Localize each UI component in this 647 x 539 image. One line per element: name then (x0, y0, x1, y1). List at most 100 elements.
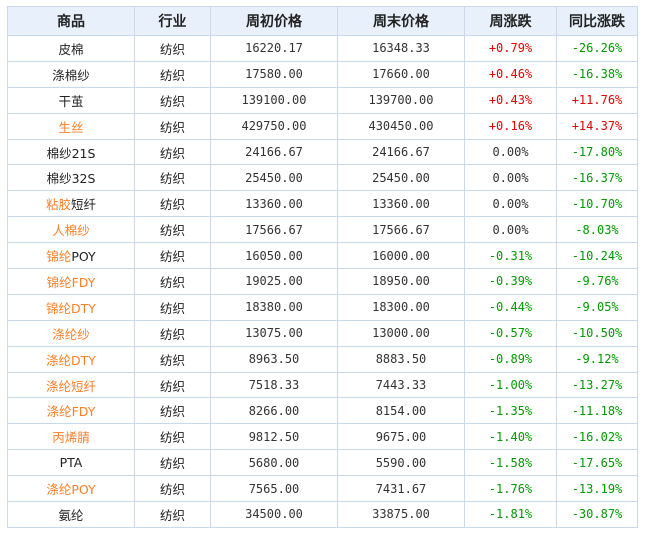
commodity-link[interactable]: 锦纶FDY (46, 274, 96, 290)
start-price-cell: 7565.00 (210, 475, 338, 503)
commodity-name-cell[interactable]: 涤纶POY (7, 475, 135, 503)
end-price-cell: 18300.00 (337, 293, 465, 321)
table-body: 皮棉 纺织 16220.17 16348.33 +0.79% -26.26% 涤棉纱 纺织 17… (7, 35, 638, 528)
yoy-change-cell: -13.27% (556, 371, 638, 399)
header-commodity: 商品 (7, 6, 135, 36)
table-row: 棉纱21S 纺织 24166.67 24166.67 0.00% -17.80% (7, 138, 638, 166)
industry-cell: 纺织 (134, 164, 211, 192)
commodity-link[interactable]: 涤纶DTY (46, 352, 96, 368)
weekly-change-cell: -0.57% (464, 319, 557, 347)
start-price-cell: 18380.00 (210, 293, 338, 321)
yoy-change-cell: -30.87% (556, 501, 638, 528)
industry-cell: 纺织 (134, 397, 211, 425)
commodity-name-cell: 棉纱21S (7, 138, 135, 166)
industry-cell: 纺织 (134, 449, 211, 477)
start-price-cell: 16220.17 (210, 35, 338, 62)
end-price-cell: 139700.00 (337, 86, 465, 114)
yoy-change-cell: -16.38% (556, 60, 638, 88)
commodity-name-cell[interactable]: 涤纶FDY (7, 397, 135, 425)
price-table-container: 商品 行业 周初价格 周末价格 周涨跌 同比涨跌 皮棉 纺织 16220.17 163… (7, 6, 638, 528)
commodity-link[interactable]: 涤纶纱 (52, 326, 90, 342)
end-price-cell: 18950.00 (337, 268, 465, 295)
table-row: 涤纶FDY 纺织 8266.00 8154.00 -1.35% -11.18% (7, 397, 638, 425)
end-price-cell: 9675.00 (337, 423, 465, 451)
commodity-name-cell[interactable]: 丙烯腈 (7, 423, 135, 451)
commodity-name-cell[interactable]: 涤纶DTY (7, 345, 135, 373)
commodity-name-cell: 干茧 (7, 86, 135, 114)
commodity-name: 涤棉纱 (52, 67, 90, 83)
start-price-cell: 25450.00 (210, 164, 338, 192)
end-price-cell: 17660.00 (337, 60, 465, 88)
commodity-link[interactable]: 涤纶POY (46, 482, 96, 498)
industry-cell: 纺织 (134, 60, 211, 88)
commodity-link[interactable]: 丙烯腈 (52, 430, 90, 446)
weekly-change-cell: 0.00% (464, 216, 557, 244)
commodity-name: 棉纱32S (46, 171, 96, 187)
weekly-change-cell: +0.46% (464, 60, 557, 88)
table-row: 涤棉纱 纺织 17580.00 17660.00 +0.46% -16.38% (7, 60, 638, 88)
yoy-change-cell: -9.12% (556, 345, 638, 373)
yoy-change-cell: -9.05% (556, 293, 638, 321)
weekly-change-cell: -0.89% (464, 345, 557, 373)
start-price-cell: 24166.67 (210, 138, 338, 166)
header-start-price: 周初价格 (210, 6, 338, 36)
start-price-cell: 17580.00 (210, 60, 338, 88)
weekly-change-cell: +0.79% (464, 35, 557, 62)
commodity-link[interactable]: 涤纶FDY (46, 404, 96, 420)
commodity-name-cell: 棉纱32S (7, 164, 135, 192)
industry-cell: 纺织 (134, 242, 211, 270)
commodity-name: 皮棉 (58, 41, 84, 57)
start-price-cell: 13075.00 (210, 319, 338, 347)
commodity-name: PTA (59, 455, 83, 471)
table-row: 锦纶POY 纺织 16050.00 16000.00 -0.31% -10.24% (7, 242, 638, 270)
start-price-cell: 8266.00 (210, 397, 338, 425)
commodity-link[interactable]: 锦纶DTY (46, 300, 96, 316)
start-price-cell: 139100.00 (210, 86, 338, 114)
industry-cell: 纺织 (134, 423, 211, 451)
yoy-change-cell: -16.02% (556, 423, 638, 451)
commodity-link[interactable]: 人棉纱 (52, 223, 90, 239)
end-price-cell: 13000.00 (337, 319, 465, 347)
commodity-name: 氨纶 (58, 507, 84, 523)
commodity-name-cell[interactable]: 涤纶纱 (7, 319, 135, 347)
end-price-cell: 8883.50 (337, 345, 465, 373)
commodity-name-suffix: POY (71, 249, 96, 265)
commodity-link[interactable]: 粘胶 (45, 197, 71, 213)
commodity-name-cell: 涤棉纱 (7, 60, 135, 88)
commodity-name: 棉纱21S (46, 145, 96, 161)
commodity-name-cell[interactable]: 锦纶FDY (7, 268, 135, 295)
commodity-name: 干茧 (58, 93, 84, 109)
weekly-change-cell: -1.58% (464, 449, 557, 477)
start-price-cell: 8963.50 (210, 345, 338, 373)
end-price-cell: 5590.00 (337, 449, 465, 477)
commodity-name-cell[interactable]: 涤纶短纤 (7, 371, 135, 399)
industry-cell: 纺织 (134, 501, 211, 528)
table-row: 锦纶DTY 纺织 18380.00 18300.00 -0.44% -9.05% (7, 293, 638, 321)
weekly-change-cell: -0.31% (464, 242, 557, 270)
industry-cell: 纺织 (134, 86, 211, 114)
header-end-price: 周末价格 (337, 6, 465, 36)
commodity-name-cell[interactable]: 锦纶POY (7, 242, 135, 270)
yoy-change-cell: -16.37% (556, 164, 638, 192)
commodity-link[interactable]: 生丝 (58, 119, 84, 135)
commodity-name-cell: 氨纶 (7, 501, 135, 528)
end-price-cell: 17566.67 (337, 216, 465, 244)
weekly-change-cell: 0.00% (464, 164, 557, 192)
commodity-link[interactable]: 涤纶短纤 (45, 378, 96, 394)
commodity-link[interactable]: 锦纶 (46, 249, 72, 265)
start-price-cell: 17566.67 (210, 216, 338, 244)
start-price-cell: 7518.33 (210, 371, 338, 399)
yoy-change-cell: -17.80% (556, 138, 638, 166)
commodity-name-cell[interactable]: 人棉纱 (7, 216, 135, 244)
start-price-cell: 34500.00 (210, 501, 338, 528)
commodity-name-cell[interactable]: 粘胶短纤 (7, 190, 135, 218)
table-row: 粘胶短纤 纺织 13360.00 13360.00 0.00% -10.70% (7, 190, 638, 218)
table-row: 棉纱32S 纺织 25450.00 25450.00 0.00% -16.37% (7, 164, 638, 192)
yoy-change-cell: -10.24% (556, 242, 638, 270)
commodity-name-cell[interactable]: 锦纶DTY (7, 293, 135, 321)
end-price-cell: 16000.00 (337, 242, 465, 270)
industry-cell: 纺织 (134, 216, 211, 244)
table-row: 涤纶DTY 纺织 8963.50 8883.50 -0.89% -9.12% (7, 345, 638, 373)
yoy-change-cell: +14.37% (556, 112, 638, 140)
commodity-name-cell[interactable]: 生丝 (7, 112, 135, 140)
